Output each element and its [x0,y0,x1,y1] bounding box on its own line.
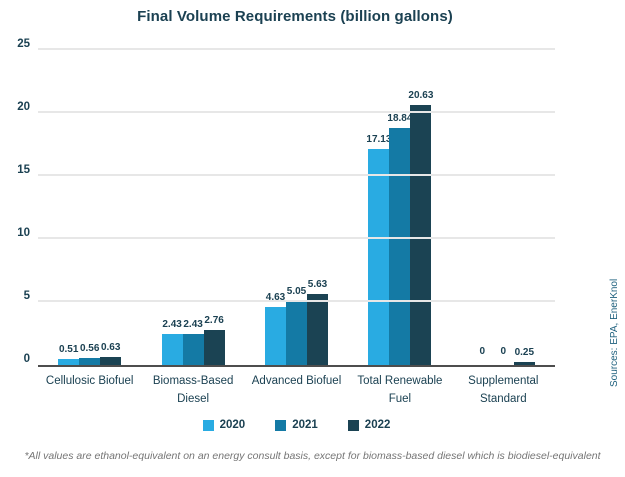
bar-2022-5 [513,361,535,365]
bar-2020-2 [161,334,183,365]
bar-2022-3 [307,294,329,365]
bar-slot-2021: 2.43 [182,50,204,365]
legend-label-2022: 2022 [364,419,391,431]
bar-slot-2021: 5.05 [286,50,308,365]
legend-label-2021: 2021 [292,419,318,431]
y-tick-label-20: 20 [17,101,30,113]
x-label-1: Cellulosic Biofuel [45,375,134,387]
bar-slot-2020: 0.51 [58,50,80,365]
legend-swatch-2021 [275,419,287,431]
gridline-y-10 [38,237,555,239]
source-note: Sources: EPA, EnerKnol [609,278,620,387]
legend-swatch-2020 [202,419,214,431]
bar-value-label: 18.84 [387,112,413,124]
bar-slot-2020: 4.63 [265,50,287,365]
bar-value-label: 5.63 [307,279,328,291]
bar-2020-1 [58,358,80,365]
bar-2021-4 [389,127,411,365]
legend: 2020 2021 2022 [38,419,555,431]
bar-slot-2020: 2.43 [161,50,183,365]
bar-2022-2 [203,330,225,365]
legend-item-2022: 2022 [347,419,391,431]
bar-group-2: 2.43 2.43 2.76 [141,50,244,365]
bar-slot-2022: 0.25 [513,50,535,365]
chart-title: Final Volume Requirements (billion gallo… [137,8,453,25]
gridline-y-25 [38,48,555,50]
bar-group-1: 0.51 0.56 0.63 [38,50,141,365]
bar-value-label: 2.76 [204,315,224,327]
bar-value-label: 17.13 [366,134,392,146]
gridline-y-20 [38,111,555,113]
footnote: *All values are ethanol-equivalent on an… [24,450,601,462]
bar-value-label: 20.63 [408,90,434,102]
bars-row: 0.51 0.56 0.63 2.43 2.43 2.76 4.63 5.05 5.63 17.1… [38,50,555,365]
bar-slot-2022: 0.63 [100,50,122,365]
bar-value-label: 0 [500,346,507,357]
bar-slot-2020: 0 [472,50,493,365]
bar-value-label: 4.63 [265,291,286,303]
gridline-y-5 [38,300,555,302]
bar-slot-2020: 17.13 [366,50,392,365]
x-label-5: Supplemental Standard [468,375,539,406]
bar-value-label: 2.43 [183,319,203,331]
bar-value-label: 0.56 [79,342,100,354]
bar-2022-1 [100,357,122,365]
bar-2021-3 [286,301,308,365]
bar-slot-2021: 0.56 [79,50,101,365]
bar-value-label: 2.43 [162,319,182,331]
y-tick-label-15: 15 [17,164,30,176]
bar-2020-3 [265,306,287,365]
legend-item-2021: 2021 [275,419,318,431]
y-axis: 0 5 10 15 20 25 [0,38,32,365]
legend-label-2020: 2020 [219,419,246,431]
gridline-y-15 [38,174,555,176]
plot-area: 0.51 0.56 0.63 2.43 2.43 2.76 4.63 5.05 5.63 17.1… [38,48,555,367]
bar-value-label: 0 [479,346,486,357]
bar-value-label: 0.63 [100,342,121,354]
legend-item-2020: 2020 [202,419,246,431]
bar-group-5: 0 0 0.25 [452,50,555,365]
bar-value-label: 0.25 [514,346,535,358]
y-tick-label-0: 0 [23,353,30,365]
bar-slot-2022: 20.63 [408,50,434,365]
y-tick-label-10: 10 [17,227,30,239]
bar-slot-2021: 0 [493,50,514,365]
x-label-4: Total Renewable Fuel [357,375,443,406]
bar-group-4: 17.13 18.84 20.63 [348,50,451,365]
bar-value-label: 0.51 [58,343,79,355]
bar-group-3: 4.63 5.05 5.63 [245,50,348,365]
y-tick-label-25: 25 [17,38,30,50]
x-label-3: Advanced Biofuel [251,375,342,387]
bar-2021-2 [182,334,204,365]
bar-2020-4 [368,149,390,365]
y-tick-label-5: 5 [23,290,30,302]
bar-2021-1 [79,357,101,365]
legend-swatch-2022 [347,419,359,431]
bar-slot-2022: 2.76 [203,50,225,365]
bar-slot-2021: 18.84 [387,50,413,365]
bar-slot-2022: 5.63 [307,50,329,365]
x-label-2: Biomass-Based Diesel [152,375,234,406]
bar-2022-4 [410,105,432,365]
bar-value-label: 5.05 [286,286,307,298]
x-axis-labels: Cellulosic Biofuel Biomass-Based Diesel Ad… [38,372,555,409]
